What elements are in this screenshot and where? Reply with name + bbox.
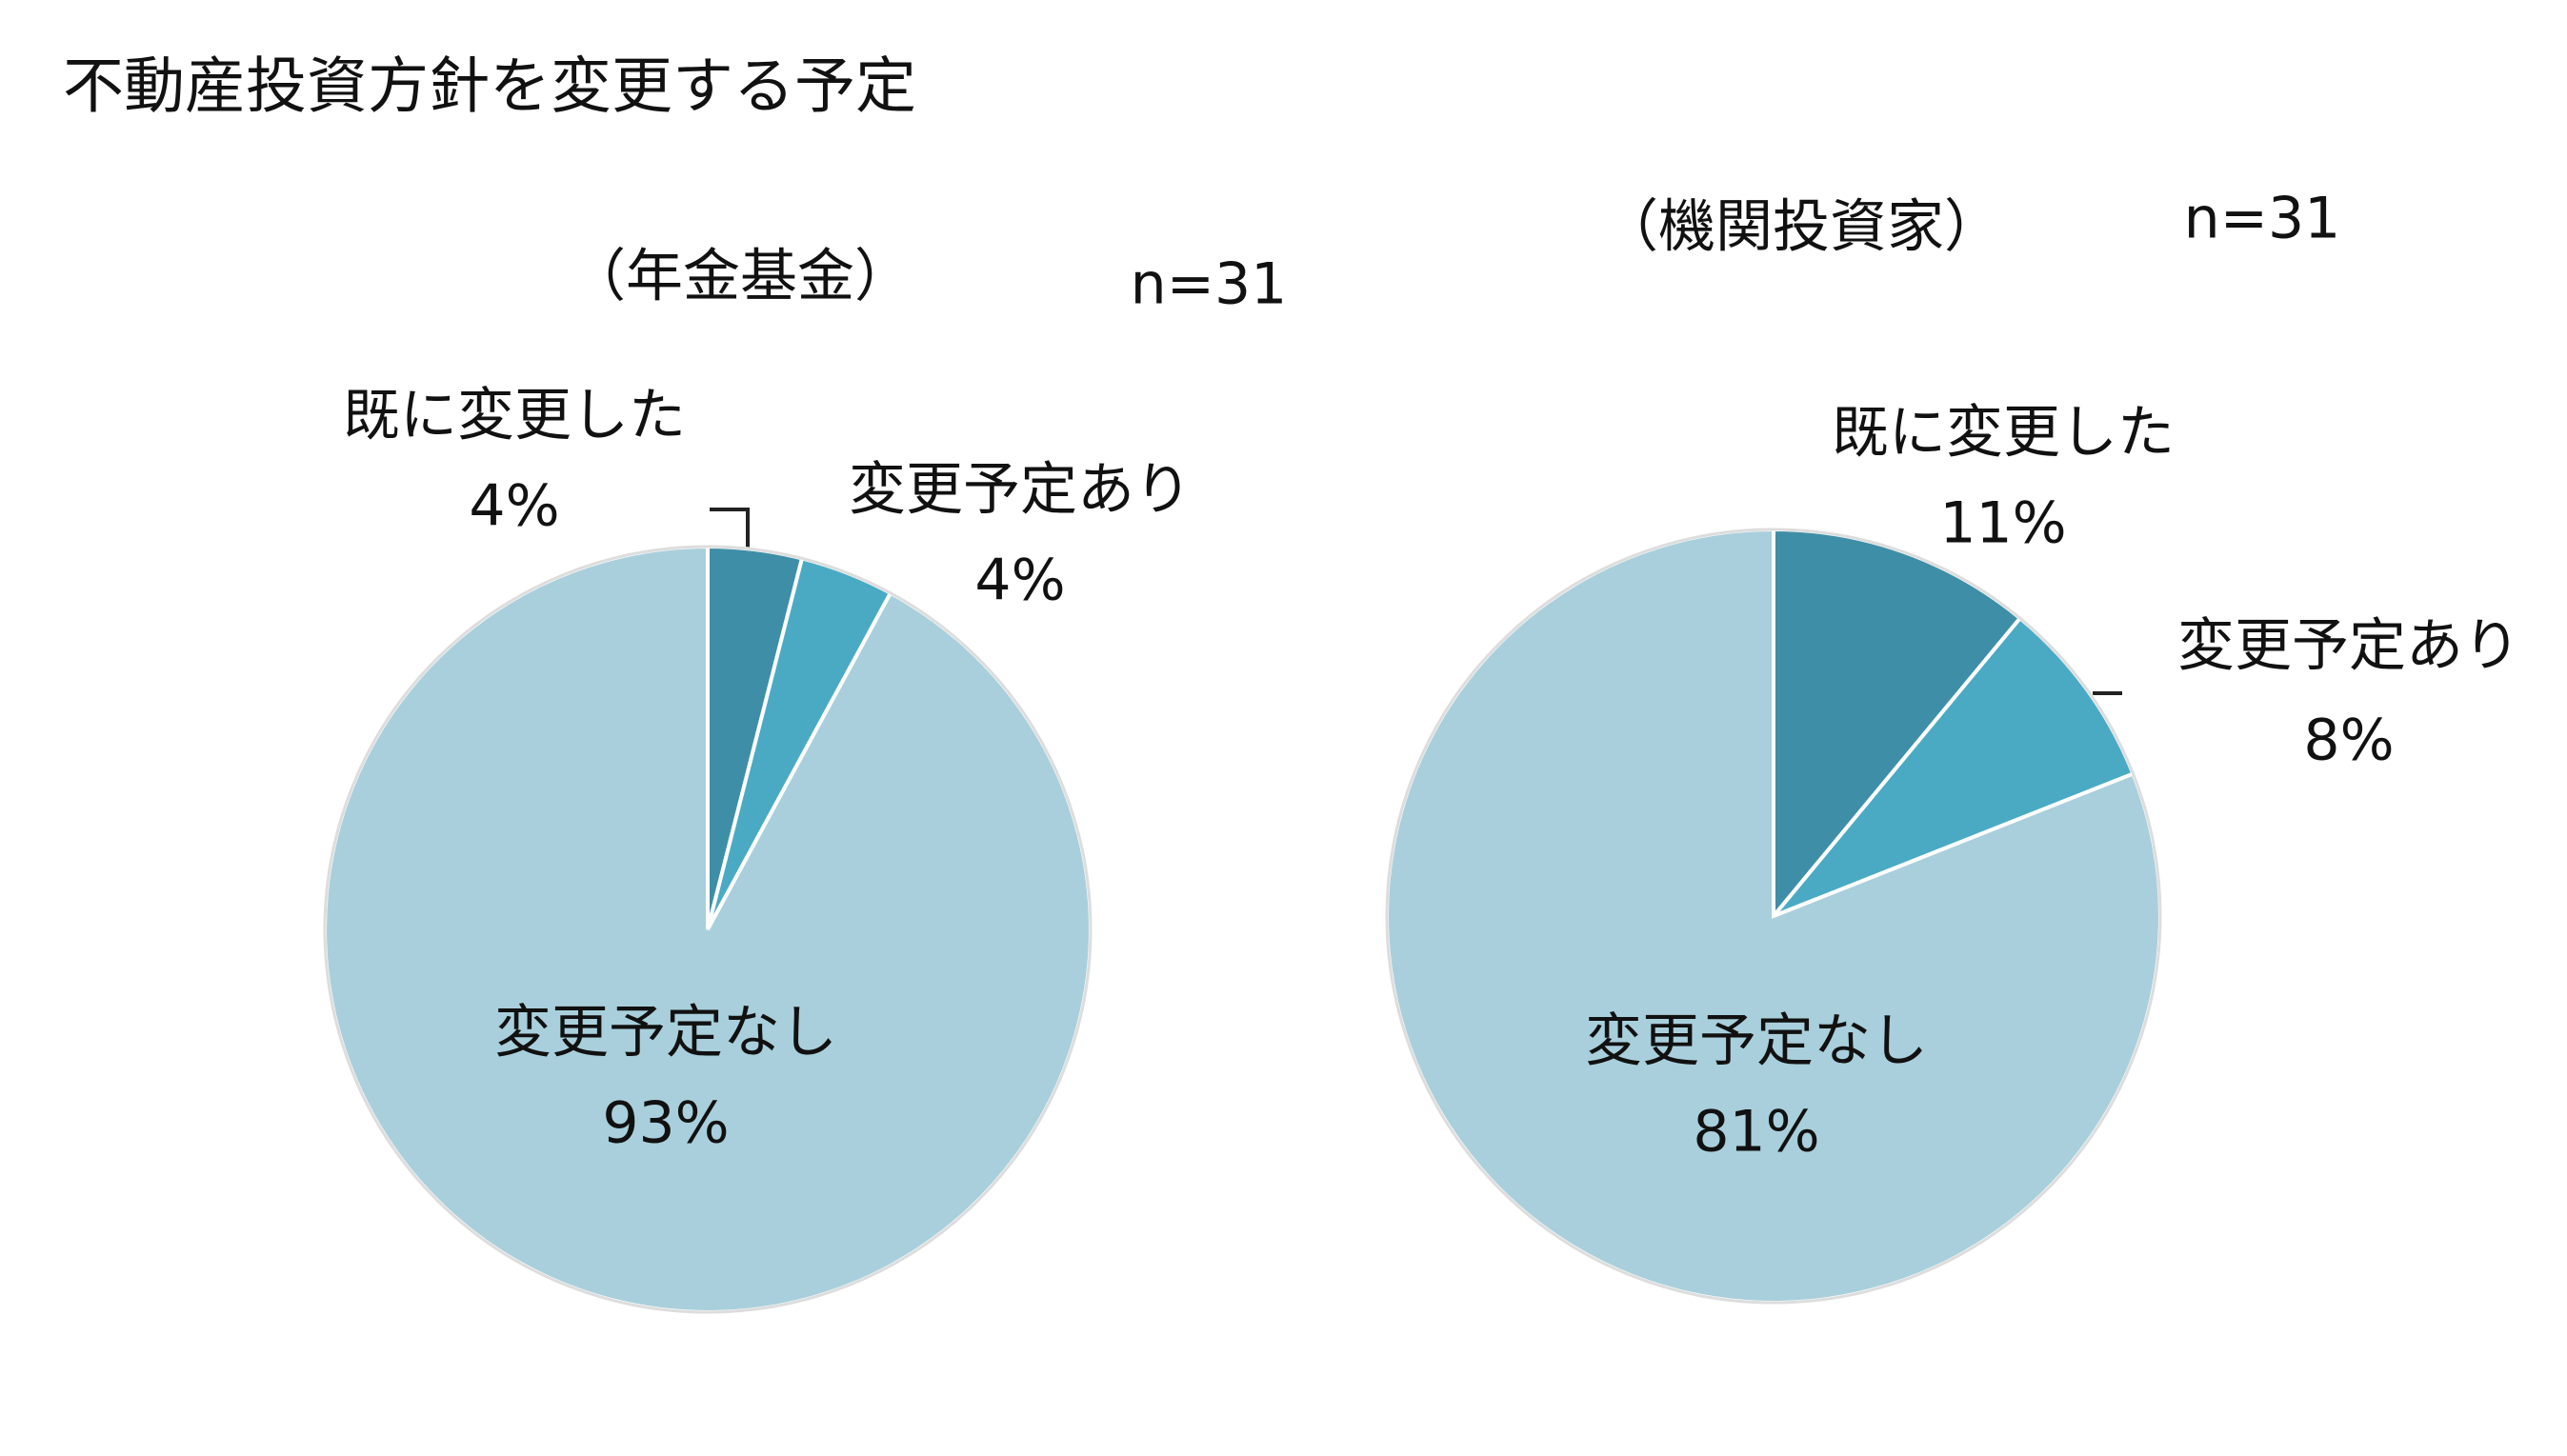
pie-slice: [323, 544, 1093, 1314]
value-label: 81%: [1693, 1099, 1819, 1166]
chart-subtitle: n=31: [1131, 251, 1288, 318]
slice-label: 変更予定なし: [494, 1000, 837, 1067]
pie-outline: [323, 545, 1093, 1314]
value-label: 11%: [1939, 490, 2066, 557]
chart-title: （機関投資家）: [1601, 194, 2001, 261]
leader-line: [710, 508, 750, 548]
slice-label: 変更予定あり: [849, 457, 1192, 524]
chart-subtitle: n=31: [2184, 186, 2341, 252]
pie-outline: [1385, 528, 2162, 1305]
value-label: 8%: [2303, 708, 2394, 774]
slice-label: 既に変更した: [1832, 400, 2175, 467]
chart-title: （年金基金）: [569, 244, 912, 310]
slice-label: 変更予定なし: [1585, 1008, 1928, 1075]
page-title: 不動産投資方針を変更する予定: [63, 52, 916, 123]
value-label: 4%: [974, 548, 1065, 614]
slice-label: 既に変更した: [343, 383, 686, 449]
value-label: 4%: [469, 473, 559, 540]
value-label: 93%: [602, 1090, 729, 1157]
slice-label: 変更予定あり: [2177, 613, 2520, 680]
